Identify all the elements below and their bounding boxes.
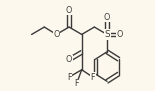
Text: S: S: [104, 30, 110, 39]
Text: F: F: [91, 73, 95, 82]
Text: O: O: [66, 55, 72, 64]
Text: O: O: [66, 6, 72, 15]
Text: F: F: [67, 73, 71, 82]
Text: O: O: [53, 30, 60, 39]
Text: O: O: [116, 30, 123, 39]
Text: F: F: [74, 79, 79, 88]
Text: O: O: [104, 13, 110, 22]
